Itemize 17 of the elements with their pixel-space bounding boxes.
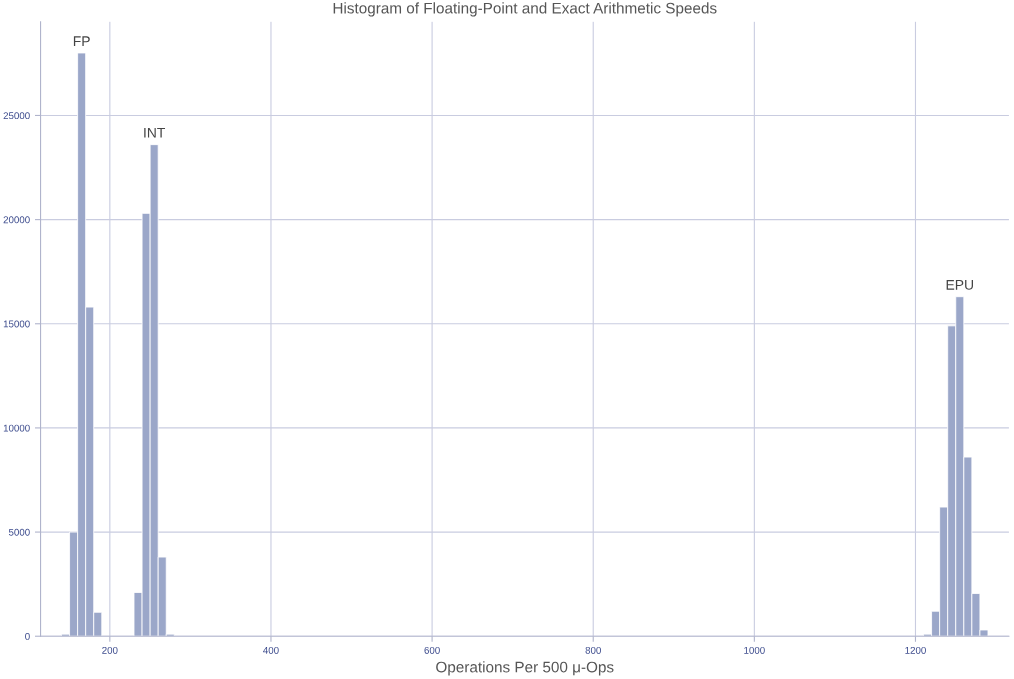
- x-tick-label: 1200: [905, 646, 926, 654]
- chart-title: Histogram of Floating-Point and Exact Arithmetic Speeds: [333, 2, 717, 17]
- y-tick-label: 10000: [3, 424, 30, 432]
- x-tick-label: 200: [102, 646, 118, 654]
- y-tick-label: 25000: [3, 112, 30, 120]
- y-tick-label: 5000: [8, 528, 30, 536]
- annotation: EPU: [946, 280, 973, 290]
- x-tick-label: 600: [424, 646, 440, 654]
- annotation: INT: [144, 128, 166, 138]
- x-tick-label: 800: [585, 646, 601, 654]
- y-tick-label: 0: [25, 632, 30, 640]
- y-tick-label: 15000: [3, 320, 30, 328]
- x-tick-label: 1000: [744, 646, 765, 654]
- y-tick-label: 20000: [3, 216, 30, 224]
- x-tick-label: 400: [263, 646, 279, 654]
- x-axis-title: Operations Per 500 μ-Ops: [436, 661, 614, 676]
- annotation: FP: [73, 36, 90, 46]
